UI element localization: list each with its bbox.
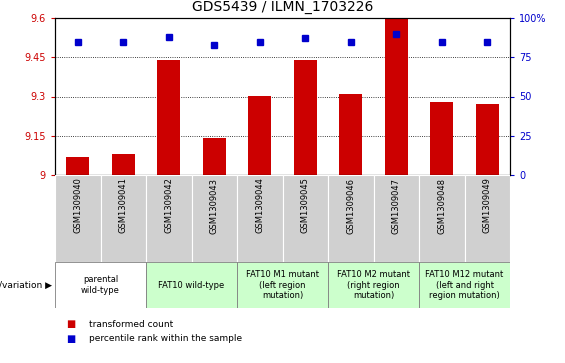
Text: parental
wild-type: parental wild-type [81, 275, 120, 295]
Bar [112, 154, 134, 175]
Text: FAT10 M2 mutant
(right region
mutation): FAT10 M2 mutant (right region mutation) [337, 270, 410, 300]
Bar [237, 262, 328, 308]
Text: FAT10 M1 mutant
(left region
mutation): FAT10 M1 mutant (left region mutation) [246, 270, 319, 300]
Bar [419, 175, 464, 262]
Text: GSM1309046: GSM1309046 [346, 178, 355, 234]
Text: GDS5439 / ILMN_1703226: GDS5439 / ILMN_1703226 [192, 0, 373, 15]
Bar [66, 157, 89, 175]
Bar [282, 175, 328, 262]
Text: ■: ■ [66, 319, 76, 329]
Bar [249, 97, 271, 175]
Text: FAT10 M12 mutant
(left and right
region mutation): FAT10 M12 mutant (left and right region … [425, 270, 503, 300]
Text: percentile rank within the sample: percentile rank within the sample [89, 334, 242, 343]
Bar [328, 175, 373, 262]
Text: ■: ■ [66, 334, 76, 344]
Bar [203, 138, 225, 175]
Bar [55, 175, 101, 262]
Bar [101, 175, 146, 262]
Bar [328, 262, 419, 308]
Text: genotype/variation ▶: genotype/variation ▶ [0, 281, 52, 290]
Text: GSM1309047: GSM1309047 [392, 178, 401, 234]
Text: GSM1309041: GSM1309041 [119, 178, 128, 233]
Bar [340, 94, 362, 175]
Text: transformed count: transformed count [89, 320, 173, 329]
Bar [192, 175, 237, 262]
Bar [373, 175, 419, 262]
Bar [294, 60, 316, 175]
Bar [158, 60, 180, 175]
Text: GSM1309049: GSM1309049 [483, 178, 492, 233]
Bar [237, 175, 282, 262]
Text: FAT10 wild-type: FAT10 wild-type [158, 281, 225, 290]
Bar [146, 175, 192, 262]
Bar [464, 175, 510, 262]
Text: GSM1309044: GSM1309044 [255, 178, 264, 233]
Text: GSM1309043: GSM1309043 [210, 178, 219, 234]
Bar [385, 18, 407, 175]
Bar [419, 262, 510, 308]
Text: GSM1309045: GSM1309045 [301, 178, 310, 233]
Bar [431, 102, 453, 175]
Text: GSM1309048: GSM1309048 [437, 178, 446, 234]
Text: GSM1309042: GSM1309042 [164, 178, 173, 233]
Bar [476, 104, 499, 175]
Bar [55, 262, 146, 308]
Text: GSM1309040: GSM1309040 [73, 178, 82, 233]
Bar [146, 262, 237, 308]
